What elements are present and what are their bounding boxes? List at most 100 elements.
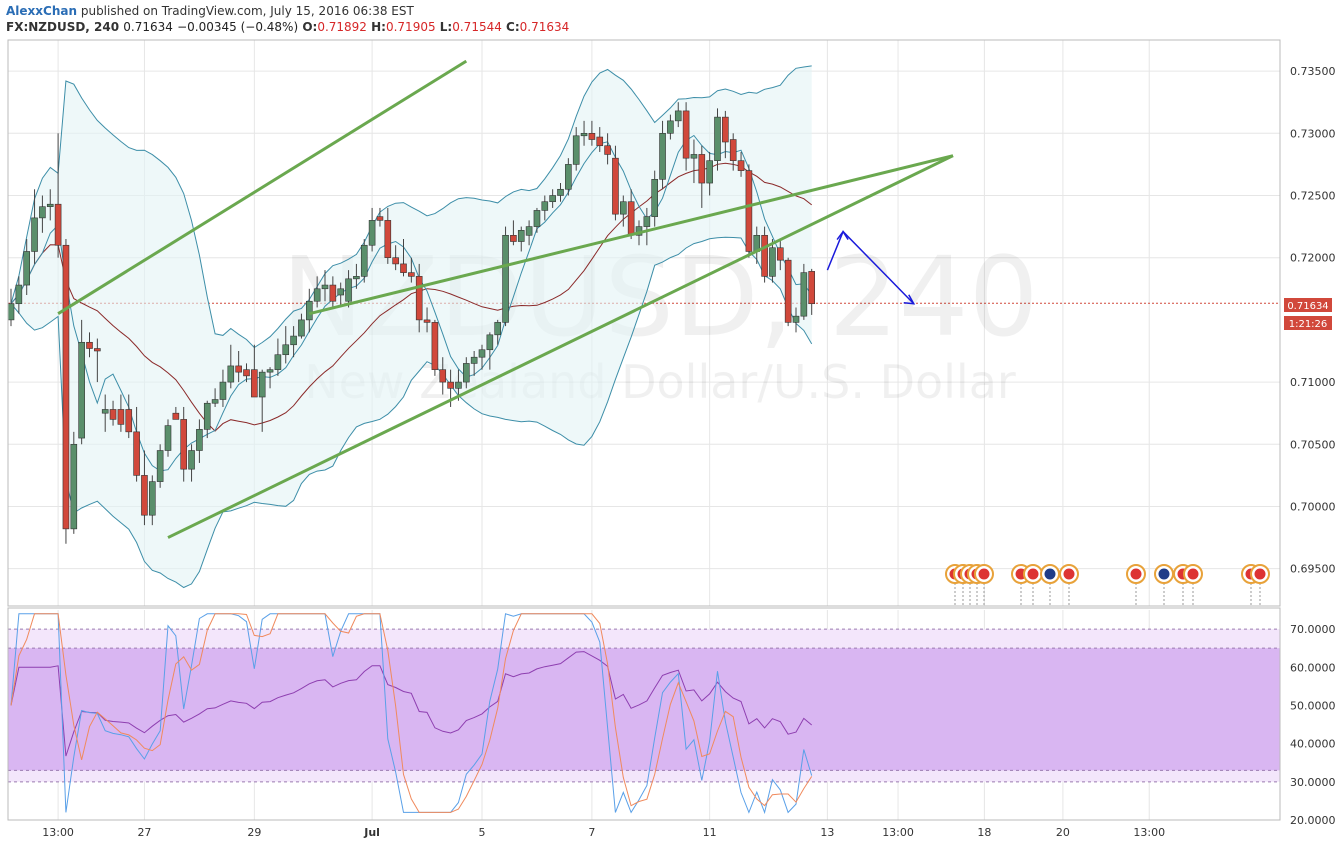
candle-body <box>604 145 611 155</box>
candle-body <box>431 322 439 370</box>
time-tick-label: 13:00 <box>882 826 914 839</box>
candle-body <box>792 315 800 323</box>
candle-body <box>478 349 486 358</box>
us-flag-icon <box>1059 564 1079 584</box>
candle-body <box>580 132 588 137</box>
ohlc-line: FX:NZDUSD, 240 0.71634 −0.00345 (−0.48%)… <box>6 19 569 35</box>
candle-body <box>243 369 250 377</box>
candle-body <box>549 195 556 203</box>
candle-body <box>54 203 62 246</box>
candle-body <box>800 272 808 317</box>
time-tick-label: 5 <box>479 826 486 839</box>
countdown-badge: 1:21:26 <box>1289 319 1328 330</box>
candle-body <box>776 247 784 261</box>
candle-body <box>565 164 572 190</box>
candle-body <box>15 284 23 305</box>
high-label: H: <box>371 20 386 34</box>
candle-body <box>659 132 666 180</box>
flag-face <box>977 567 991 581</box>
stoch-k-line <box>10 613 813 815</box>
nz-flag-icon <box>1040 564 1060 584</box>
us-flag-icon <box>1250 564 1270 584</box>
candle-body <box>745 170 753 252</box>
candle-body <box>737 160 745 171</box>
candle-body <box>533 210 541 227</box>
candle-body <box>274 354 282 370</box>
axes: 0.73500 0.73000 0.72500 0.72000 0.71000 0.705… <box>7 39 1336 839</box>
symbol-label[interactable]: FX:NZDUSD, 240 <box>6 20 120 34</box>
low-label: L: <box>439 20 453 34</box>
candle-body <box>203 402 211 430</box>
time-tick-label: 13:00 <box>1133 826 1165 839</box>
arrow-head-top <box>836 230 849 241</box>
candle-body <box>612 157 619 215</box>
us-flag-icon <box>1183 564 1203 584</box>
time-tick-label: 11 <box>703 826 717 839</box>
candle-body <box>251 369 258 398</box>
close-value: 0.71634 <box>519 20 570 34</box>
stoch-tick-label: 20.0000 <box>1290 814 1336 827</box>
candle-body <box>62 244 70 530</box>
candle-body <box>415 276 423 321</box>
candle-body <box>761 235 768 277</box>
low-value: 0.71544 <box>452 20 502 34</box>
candle-body <box>486 334 494 351</box>
flag-face <box>1062 567 1076 581</box>
candle-body <box>808 271 816 305</box>
candlestick-series <box>7 102 816 544</box>
flag-face <box>1026 567 1040 581</box>
candle-body <box>156 450 164 482</box>
author-link[interactable]: AlexxChan <box>6 4 78 18</box>
candle-body <box>384 220 392 258</box>
arrow-head <box>903 294 916 305</box>
price-tick-label: 0.73000 <box>1290 127 1336 140</box>
candle-body <box>345 278 352 302</box>
candle-body <box>769 247 776 277</box>
time-tick-label: 13:00 <box>42 826 74 839</box>
candle-body <box>729 139 737 161</box>
bb-area <box>11 65 812 588</box>
price-tick-label: 0.69500 <box>1290 563 1336 576</box>
time-tick-label: 20 <box>1056 826 1070 839</box>
candle-body <box>164 425 172 451</box>
candle-body <box>117 409 125 425</box>
candle-body <box>31 217 38 252</box>
publish-line: AlexxChan published on TradingView.com, … <box>6 3 569 19</box>
bb-basis-line <box>10 162 813 432</box>
candle-body <box>447 381 454 389</box>
flag-face <box>1157 567 1171 581</box>
candle-body <box>784 259 792 323</box>
candle-body <box>101 409 109 414</box>
candle-body <box>400 263 407 273</box>
candle-body <box>572 135 580 165</box>
price-badge-box <box>1284 298 1332 312</box>
candle-body <box>510 235 517 242</box>
stoch-tick-label: 70.0000 <box>1290 623 1336 636</box>
flag-face <box>1043 567 1057 581</box>
price-tick-label: 0.71000 <box>1290 376 1336 389</box>
candle-body <box>588 132 596 140</box>
candle-body <box>282 344 290 356</box>
candle-body <box>149 481 156 516</box>
price-tick-label: 0.70000 <box>1290 500 1336 513</box>
candle-body <box>360 244 368 277</box>
bb-lower-line <box>10 236 813 589</box>
candle-body <box>470 356 478 364</box>
price-pane-frame <box>7 39 1281 607</box>
stoch-tick-label: 40.0000 <box>1290 738 1336 751</box>
candle-body <box>596 136 604 147</box>
candle-body <box>227 365 235 383</box>
candle-body <box>94 348 101 352</box>
candle-body <box>78 341 85 439</box>
price-tick-label: 0.72000 <box>1290 252 1336 265</box>
price-tick-label: 0.72500 <box>1290 189 1336 202</box>
time-tick-label: 29 <box>247 826 261 839</box>
candle-body <box>651 179 659 217</box>
candle-body <box>211 399 219 404</box>
candle-body <box>619 201 627 215</box>
candle-body <box>698 154 706 184</box>
candle-body <box>423 319 431 323</box>
candle-body <box>141 475 148 516</box>
price-badge: 0.71634 <box>1287 301 1328 312</box>
